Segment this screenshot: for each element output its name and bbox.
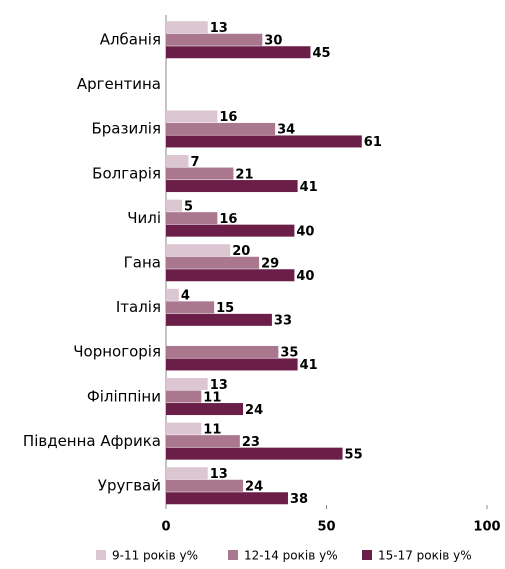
bar bbox=[166, 447, 343, 460]
value-label: 11 bbox=[203, 422, 221, 437]
bar bbox=[166, 135, 362, 148]
x-tick-label: 0 bbox=[161, 520, 170, 535]
bar bbox=[166, 21, 208, 34]
category-label: Албанія bbox=[100, 31, 161, 49]
bar bbox=[166, 378, 208, 391]
x-tick-label: 50 bbox=[317, 520, 335, 535]
value-label: 23 bbox=[242, 435, 260, 450]
x-tick-label: 100 bbox=[473, 520, 500, 535]
bar bbox=[166, 244, 231, 257]
bar bbox=[166, 492, 288, 505]
value-label: 20 bbox=[232, 244, 250, 259]
bar bbox=[166, 301, 215, 314]
legend-swatch bbox=[96, 550, 106, 560]
bar bbox=[166, 256, 260, 269]
category-label: Уругвай bbox=[98, 477, 161, 495]
value-label: 30 bbox=[264, 34, 282, 49]
value-label: 40 bbox=[296, 224, 314, 239]
category-label: Бразилія bbox=[91, 120, 161, 138]
bar bbox=[166, 390, 202, 403]
bar bbox=[166, 467, 208, 480]
legend-swatch bbox=[362, 550, 372, 560]
legend-swatch bbox=[228, 550, 238, 560]
value-label: 45 bbox=[312, 46, 330, 61]
bar bbox=[166, 345, 279, 358]
bar bbox=[166, 403, 244, 416]
value-label: 41 bbox=[300, 358, 318, 373]
value-label: 7 bbox=[190, 155, 199, 170]
bar bbox=[166, 313, 272, 326]
value-label: 55 bbox=[345, 447, 363, 462]
legend-label: 12-14 років у% bbox=[244, 549, 338, 563]
value-label: 24 bbox=[245, 403, 263, 418]
legend-label: 15-17 років у% bbox=[378, 549, 472, 563]
bar bbox=[166, 269, 295, 282]
value-label: 61 bbox=[364, 135, 382, 150]
value-label: 38 bbox=[290, 492, 308, 507]
bar bbox=[166, 122, 276, 135]
value-label: 16 bbox=[219, 212, 237, 227]
bar bbox=[166, 358, 298, 371]
value-label: 5 bbox=[184, 199, 193, 214]
bar bbox=[166, 180, 298, 193]
value-label: 24 bbox=[245, 480, 263, 495]
bar bbox=[166, 435, 240, 448]
value-label: 13 bbox=[210, 467, 228, 482]
value-label: 29 bbox=[261, 257, 279, 272]
category-label: Чорногорія bbox=[73, 343, 161, 361]
value-label: 11 bbox=[203, 390, 221, 405]
value-label: 41 bbox=[300, 180, 318, 195]
value-label: 16 bbox=[219, 110, 237, 125]
category-label: Гана bbox=[124, 254, 161, 272]
bar bbox=[166, 199, 183, 212]
bar bbox=[166, 212, 218, 225]
bar bbox=[166, 224, 295, 237]
bar bbox=[166, 288, 179, 301]
value-label: 15 bbox=[216, 301, 234, 316]
value-label: 13 bbox=[210, 378, 228, 393]
category-label: Філіппіни bbox=[87, 387, 161, 405]
value-label: 34 bbox=[277, 123, 295, 138]
bar bbox=[166, 155, 189, 168]
category-label: Болгарія bbox=[92, 164, 161, 182]
bar bbox=[166, 422, 202, 435]
bar bbox=[166, 167, 234, 180]
bar bbox=[166, 110, 218, 123]
value-label: 13 bbox=[210, 21, 228, 36]
value-label: 33 bbox=[274, 314, 292, 329]
value-label: 40 bbox=[296, 269, 314, 284]
category-label: Аргентина bbox=[77, 75, 161, 93]
category-label: Південна Африка bbox=[23, 432, 161, 450]
category-label: Італія bbox=[116, 298, 161, 316]
value-label: 21 bbox=[235, 167, 253, 182]
value-label: 35 bbox=[280, 346, 298, 361]
legend-label: 9-11 років у% bbox=[112, 549, 198, 563]
bar bbox=[166, 479, 244, 492]
category-label: Чилі bbox=[127, 209, 161, 227]
value-label: 4 bbox=[181, 289, 190, 304]
bar bbox=[166, 33, 263, 46]
bar bbox=[166, 46, 311, 59]
